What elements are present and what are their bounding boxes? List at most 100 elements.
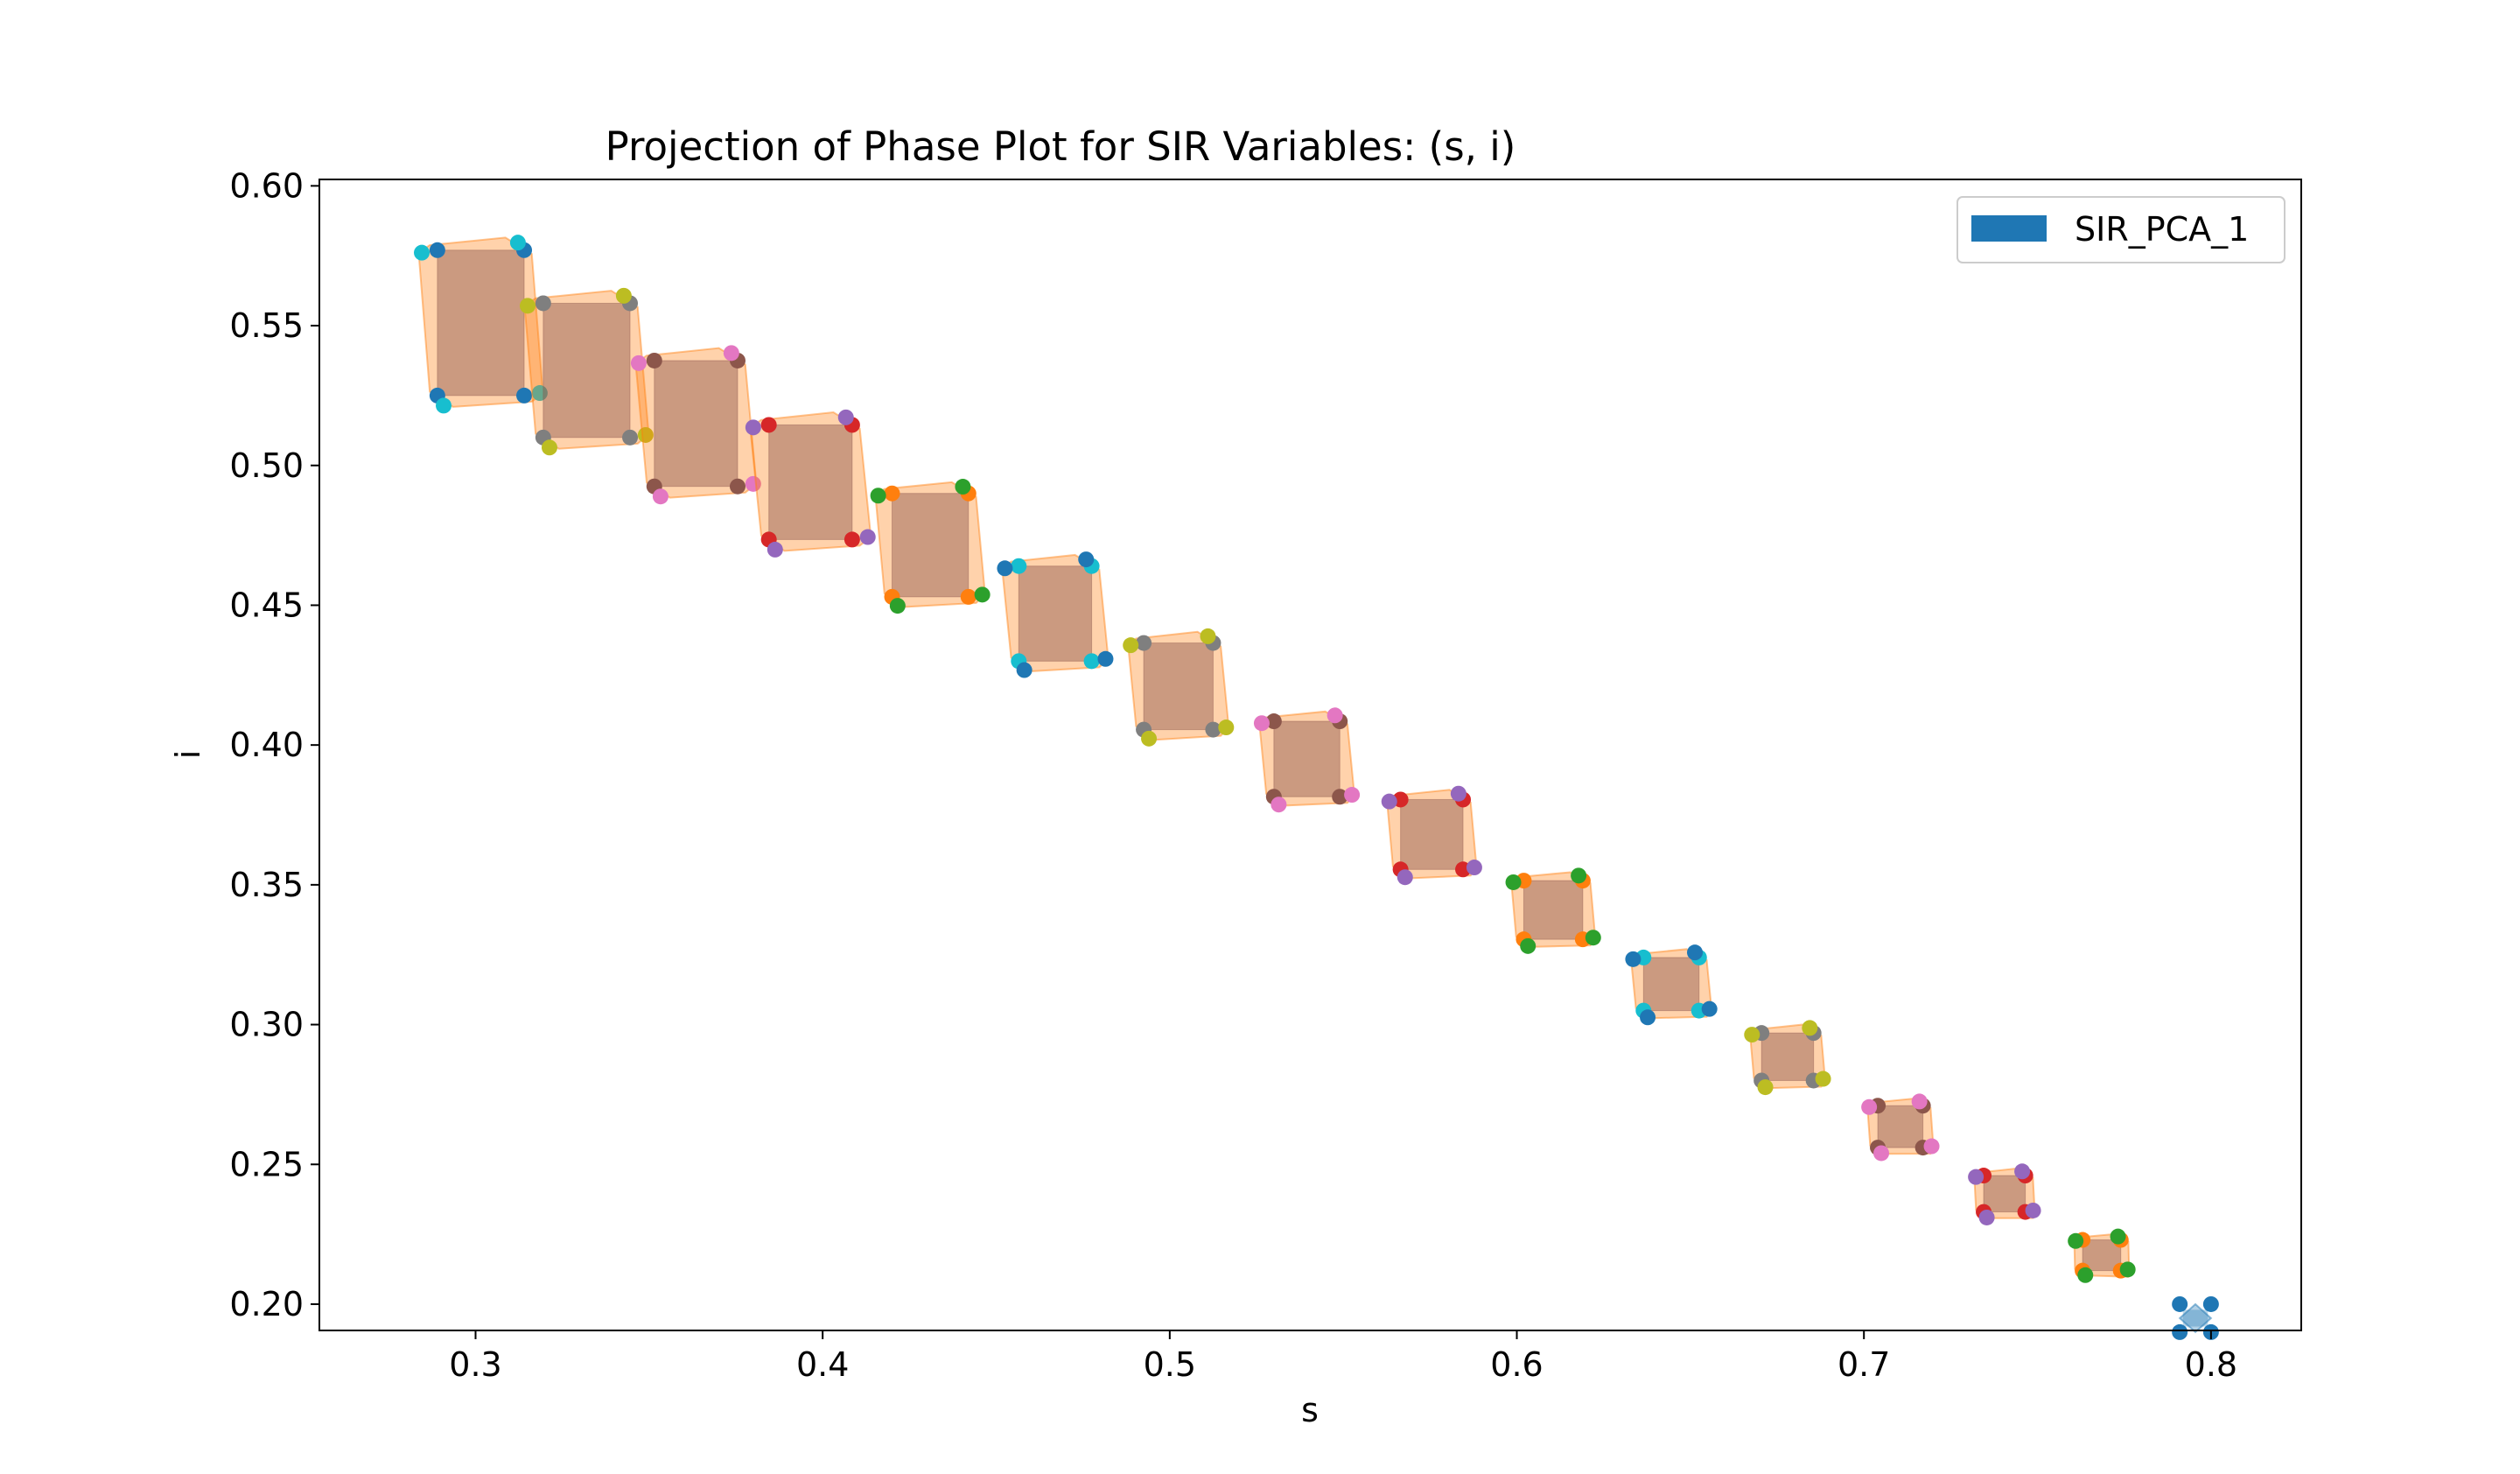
corner-point bbox=[1332, 789, 1348, 805]
phase-box bbox=[1983, 1175, 2026, 1213]
corner-point bbox=[1687, 944, 1704, 961]
phase-box bbox=[542, 302, 631, 439]
corner-point bbox=[1097, 650, 1114, 667]
phase-box-group bbox=[1968, 1163, 2041, 1225]
x-tick-label: 0.7 bbox=[1838, 1345, 1890, 1384]
corner-point bbox=[1466, 860, 1482, 876]
legend-swatch bbox=[1971, 215, 2047, 242]
corner-point bbox=[436, 397, 452, 414]
phase-box bbox=[1760, 1032, 1815, 1081]
corner-point bbox=[2110, 1228, 2126, 1245]
x-tick-label: 0.3 bbox=[449, 1345, 501, 1384]
corner-point bbox=[955, 479, 971, 495]
corner-point bbox=[960, 588, 976, 605]
corner-point bbox=[1815, 1070, 1831, 1087]
phase-box-group bbox=[2172, 1295, 2219, 1340]
corner-point bbox=[2119, 1261, 2136, 1278]
y-tick-label: 0.25 bbox=[229, 1145, 304, 1183]
corner-point bbox=[1802, 1020, 1818, 1036]
phase-box bbox=[768, 424, 853, 540]
corner-point bbox=[516, 387, 533, 404]
phase-box-group bbox=[1123, 628, 1235, 747]
x-tick-label: 0.4 bbox=[796, 1345, 849, 1384]
plot-area bbox=[414, 235, 2219, 1340]
corner-point bbox=[889, 598, 906, 614]
corner-point bbox=[1744, 1027, 1760, 1043]
corner-point bbox=[646, 352, 662, 368]
phase-box-group bbox=[630, 345, 761, 505]
corner-point bbox=[1011, 558, 1027, 574]
corner-point bbox=[745, 419, 761, 436]
corner-point bbox=[1978, 1209, 1995, 1225]
corner-point bbox=[1911, 1093, 1928, 1110]
corner-point bbox=[1200, 628, 1216, 644]
corner-point bbox=[1141, 730, 1158, 747]
phase-box-group bbox=[745, 409, 876, 558]
phase-box bbox=[1018, 565, 1093, 662]
corner-point bbox=[760, 417, 777, 433]
corner-point bbox=[1218, 719, 1235, 736]
corner-point bbox=[1326, 707, 1343, 724]
corner-point bbox=[1083, 653, 1100, 670]
corner-point bbox=[2202, 1295, 2219, 1312]
corner-point bbox=[2014, 1163, 2031, 1180]
x-tick-label: 0.8 bbox=[2185, 1345, 2237, 1384]
phase-box bbox=[654, 360, 738, 488]
corner-point bbox=[1585, 930, 1601, 946]
corner-point bbox=[615, 287, 632, 304]
corner-point bbox=[531, 385, 548, 402]
corner-point bbox=[630, 354, 647, 371]
phase-box-group bbox=[1381, 785, 1482, 886]
phase-box bbox=[1400, 798, 1464, 870]
phase-box-group bbox=[1625, 944, 1718, 1026]
corner-point bbox=[1923, 1138, 1940, 1155]
phase-box-group bbox=[997, 551, 1114, 678]
axes-frame bbox=[318, 179, 2302, 1331]
phase-box bbox=[437, 249, 525, 397]
corner-point bbox=[870, 488, 886, 504]
phase-box-group bbox=[1505, 867, 1601, 954]
corner-point bbox=[1381, 793, 1397, 810]
phase-box bbox=[1877, 1105, 1924, 1148]
legend-frame bbox=[1956, 196, 2286, 263]
phase-box bbox=[2082, 1239, 2122, 1272]
y-tick-label: 0.45 bbox=[229, 586, 304, 624]
phase-box-group bbox=[2068, 1228, 2136, 1283]
corner-point bbox=[1396, 869, 1413, 886]
phase-box bbox=[1642, 957, 1700, 1012]
corner-point bbox=[520, 298, 536, 314]
corner-point bbox=[1270, 797, 1287, 813]
phase-box-group bbox=[520, 287, 654, 456]
phase-box bbox=[1143, 642, 1214, 731]
phase-box bbox=[892, 493, 970, 598]
corner-point bbox=[1253, 715, 1270, 732]
corner-point bbox=[535, 295, 551, 312]
corner-point bbox=[997, 560, 1013, 577]
corner-point bbox=[2068, 1232, 2084, 1249]
y-tick-label: 0.55 bbox=[229, 306, 304, 345]
corner-point bbox=[637, 426, 654, 443]
corner-point bbox=[884, 485, 900, 502]
legend: SIR_PCA_1 bbox=[1956, 196, 2286, 263]
corner-point bbox=[2172, 1295, 2188, 1312]
corner-point bbox=[1571, 867, 1587, 884]
corner-point bbox=[1123, 637, 1139, 654]
phase-box-group bbox=[414, 235, 548, 414]
phase-box-group bbox=[1253, 707, 1361, 813]
y-axis-label: i bbox=[169, 750, 207, 760]
corner-point bbox=[837, 409, 854, 425]
y-axis-ticks: 0.20 0.25 0.30 0.35 0.40 0.45 0.50 0.55 0.60 bbox=[229, 166, 319, 1323]
corner-point bbox=[1078, 551, 1095, 568]
corner-point bbox=[1450, 785, 1466, 802]
corner-point bbox=[414, 244, 430, 261]
y-tick-label: 0.60 bbox=[229, 166, 304, 205]
corner-point bbox=[729, 478, 746, 495]
corner-point bbox=[859, 529, 876, 545]
corner-point bbox=[1205, 721, 1222, 738]
corner-point bbox=[622, 429, 639, 446]
corner-point bbox=[745, 475, 761, 492]
corner-point bbox=[1520, 937, 1536, 954]
corner-point bbox=[2172, 1323, 2188, 1340]
corner-point bbox=[652, 488, 668, 505]
